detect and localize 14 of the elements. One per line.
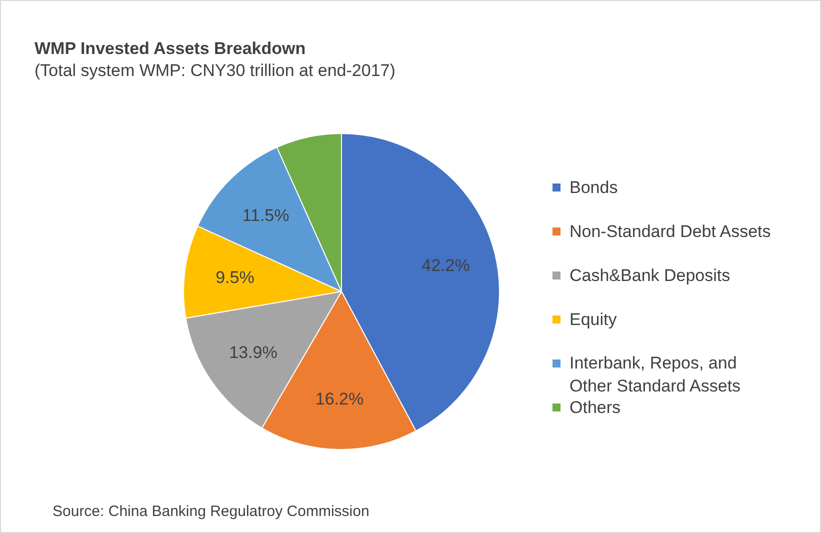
legend-label: Cash&Bank Deposits (570, 266, 730, 285)
data-label: 16.2% (315, 389, 364, 408)
chart-title: WMP Invested Assets Breakdown (34, 39, 306, 58)
data-label: 13.9% (229, 343, 278, 362)
legend-label: Non-Standard Debt Assets (570, 222, 771, 241)
data-label: 11.5% (242, 206, 290, 225)
data-label: 42.2% (422, 256, 470, 275)
legend-label: Bonds (570, 178, 618, 197)
legend-label: Interbank, Repos, and Other Standard Assets (570, 354, 741, 396)
legend-label: Others (570, 398, 621, 417)
chart-subtitle: (Total system WMP: CNY30 trillion at end-2017) (34, 61, 396, 80)
data-label: 9.5% (216, 268, 254, 288)
legend-label: Equity (570, 310, 618, 329)
source-note: Source: China Banking Regulatroy Commission (52, 503, 370, 520)
